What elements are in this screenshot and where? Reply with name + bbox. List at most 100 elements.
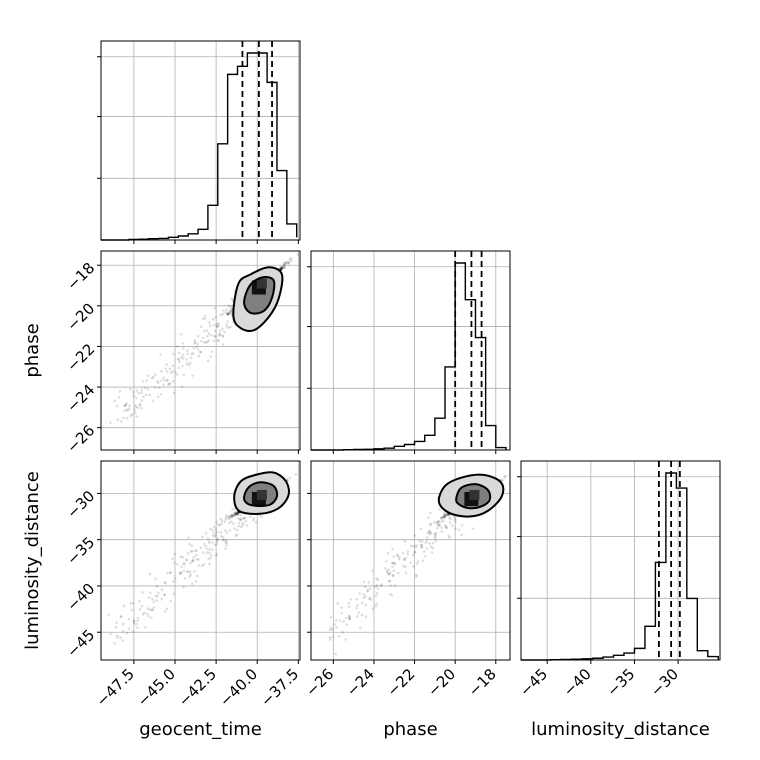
scatter-point xyxy=(237,521,241,525)
scatter-point xyxy=(141,591,144,594)
scatter-point xyxy=(188,542,191,546)
scatter-point xyxy=(217,338,221,342)
scatter-point xyxy=(228,309,231,313)
scatter-point xyxy=(178,360,181,364)
contour-inner xyxy=(243,276,276,315)
scatter-point xyxy=(236,511,240,515)
scatter-point xyxy=(128,404,132,408)
scatter-point xyxy=(342,620,345,624)
scatter-point xyxy=(224,540,227,544)
scatter-point xyxy=(448,516,452,520)
scatter-point xyxy=(155,379,159,383)
scatter-point xyxy=(448,536,451,539)
contour-inner xyxy=(455,483,492,510)
scatter-point xyxy=(248,515,252,519)
scatter-point xyxy=(196,574,199,578)
scatter-point xyxy=(442,515,445,519)
scatter-point xyxy=(119,636,122,639)
scatter-point xyxy=(164,367,168,370)
x-tick-label-geocent_time: −47.5 xyxy=(93,665,138,710)
scatter-point xyxy=(425,547,429,550)
scatter-point xyxy=(393,562,397,566)
scatter-point xyxy=(193,341,197,344)
histogram-panel-luminosity_distance xyxy=(517,460,721,664)
scatter-point xyxy=(191,374,194,377)
scatter-point xyxy=(172,592,176,595)
scatter-point xyxy=(149,591,152,595)
scatter-point xyxy=(287,261,290,265)
scatter-point xyxy=(345,623,349,626)
x-tick-label-luminosity_distance: −40 xyxy=(560,665,595,700)
scatter-point xyxy=(392,569,396,573)
scatter-point xyxy=(444,513,447,517)
scatter-point xyxy=(328,628,332,632)
scatter-point xyxy=(227,304,231,307)
scatter-point xyxy=(443,513,447,516)
scatter-point xyxy=(413,550,416,553)
scatter-point xyxy=(215,530,219,534)
scatter-point xyxy=(216,322,219,326)
scatter-point xyxy=(193,570,196,573)
scatter-point xyxy=(113,399,116,403)
scatter-point xyxy=(404,565,407,568)
scatter-point xyxy=(392,555,395,559)
scatter-point xyxy=(178,351,181,355)
scatter-point xyxy=(215,542,219,545)
scatter-point xyxy=(193,342,196,345)
scatter-point xyxy=(201,551,205,554)
scatter-point xyxy=(282,263,286,266)
scatter-point xyxy=(231,514,234,517)
scatter-point xyxy=(147,614,150,618)
scatter-point xyxy=(140,391,143,394)
scatter-point xyxy=(435,526,439,530)
scatter-point xyxy=(449,517,452,521)
scatter-point xyxy=(234,512,237,516)
scatter-point xyxy=(347,614,351,618)
scatter-point xyxy=(213,535,216,538)
scatter-point xyxy=(155,599,159,602)
scatter-point xyxy=(348,617,352,621)
scatter-point xyxy=(448,513,451,517)
scatter-point xyxy=(235,512,239,515)
scatter-point xyxy=(376,587,380,590)
scatter-point xyxy=(187,570,190,573)
scatter-point xyxy=(503,475,506,479)
scatter-point xyxy=(413,534,417,537)
scatter-point xyxy=(375,591,379,595)
scatter-point xyxy=(233,514,236,517)
scatter-point xyxy=(152,375,155,379)
scatter-point xyxy=(190,549,194,553)
scatter-point xyxy=(283,263,287,266)
scatter-point xyxy=(419,527,423,531)
scatter-point xyxy=(162,383,165,387)
scatter-point xyxy=(260,515,263,518)
scatter-point xyxy=(403,539,407,543)
scatter-point xyxy=(220,519,224,522)
scatter-point xyxy=(199,546,203,550)
scatter-point xyxy=(340,611,344,615)
scatter-point xyxy=(385,559,388,563)
scatter-point xyxy=(227,521,231,525)
scatter-point xyxy=(227,326,231,329)
scatter-point xyxy=(437,523,441,526)
scatter-point xyxy=(360,601,364,605)
scatter-point xyxy=(428,533,432,536)
scatter-point xyxy=(225,539,228,542)
scatter-point xyxy=(431,541,435,545)
scatter-point xyxy=(443,523,447,527)
scatter-point xyxy=(146,387,150,391)
scatter-point xyxy=(180,565,183,569)
scatter-point xyxy=(209,324,212,327)
scatter-point xyxy=(159,379,163,383)
scatter-point xyxy=(214,533,218,537)
scatter-point xyxy=(232,513,236,517)
scatter-point xyxy=(387,579,391,583)
scatter-point xyxy=(409,561,412,564)
x-tick-label-luminosity_distance: −30 xyxy=(647,665,682,700)
scatter-point xyxy=(143,386,147,390)
scatter-point xyxy=(416,562,419,566)
scatter-point xyxy=(471,527,474,530)
scatter-point xyxy=(182,585,185,589)
scatter-point xyxy=(175,562,179,566)
scatter-point xyxy=(203,329,206,333)
